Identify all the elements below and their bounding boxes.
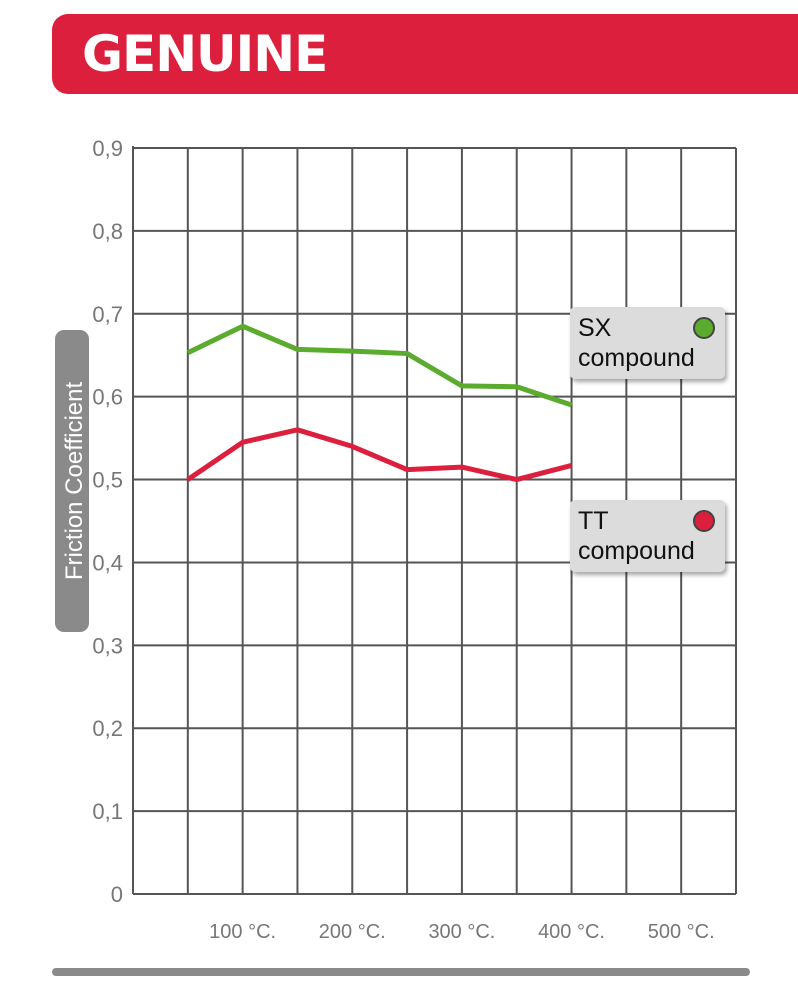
y-tick-label: 0,4 [92,550,123,575]
y-tick-label: 0,5 [92,468,123,493]
x-tick-label: 200 °C. [319,921,386,943]
legend-tt-dot [693,510,715,532]
y-tick-label: 0,1 [92,799,123,824]
footer-divider [52,968,750,976]
y-axis-label: Friction Coefficient [61,382,88,581]
legend-tt-line2: compound [578,537,695,565]
y-tick-label: 0,3 [92,633,123,658]
x-tick-label: 400 °C. [538,921,605,943]
x-tick-label: 100 °C. [209,921,276,943]
legend-sx-dot [693,317,715,339]
y-tick-label: 0 [111,882,123,907]
legend-sx-label: SX compound [578,313,695,373]
x-tick-label: 500 °C. [648,921,715,943]
y-axis-label-box [55,330,89,632]
legend-tt-line1: TT [578,507,609,535]
series-line-sx [186,323,573,408]
y-tick-label: 0,8 [92,219,123,244]
y-tick-label: 0,2 [92,716,123,741]
legend-tt: TT compound [570,500,725,572]
y-tick-label: 0,9 [92,136,123,161]
title-banner: GENUINE [52,14,798,94]
y-tick-label: 0,6 [92,385,123,410]
legend-sx-line1: SX [578,314,612,342]
y-tick-label: 0,7 [92,302,123,327]
y-axis-label-group: Friction Coefficient [55,330,89,632]
legend-tt-label: TT compound [578,506,695,566]
series-line-tt [186,427,573,483]
x-tick-label: 300 °C. [428,921,495,943]
legend-sx-line2: compound [578,344,695,372]
banner-title: GENUINE [82,25,328,83]
legend-sx: SX compound [570,307,725,379]
